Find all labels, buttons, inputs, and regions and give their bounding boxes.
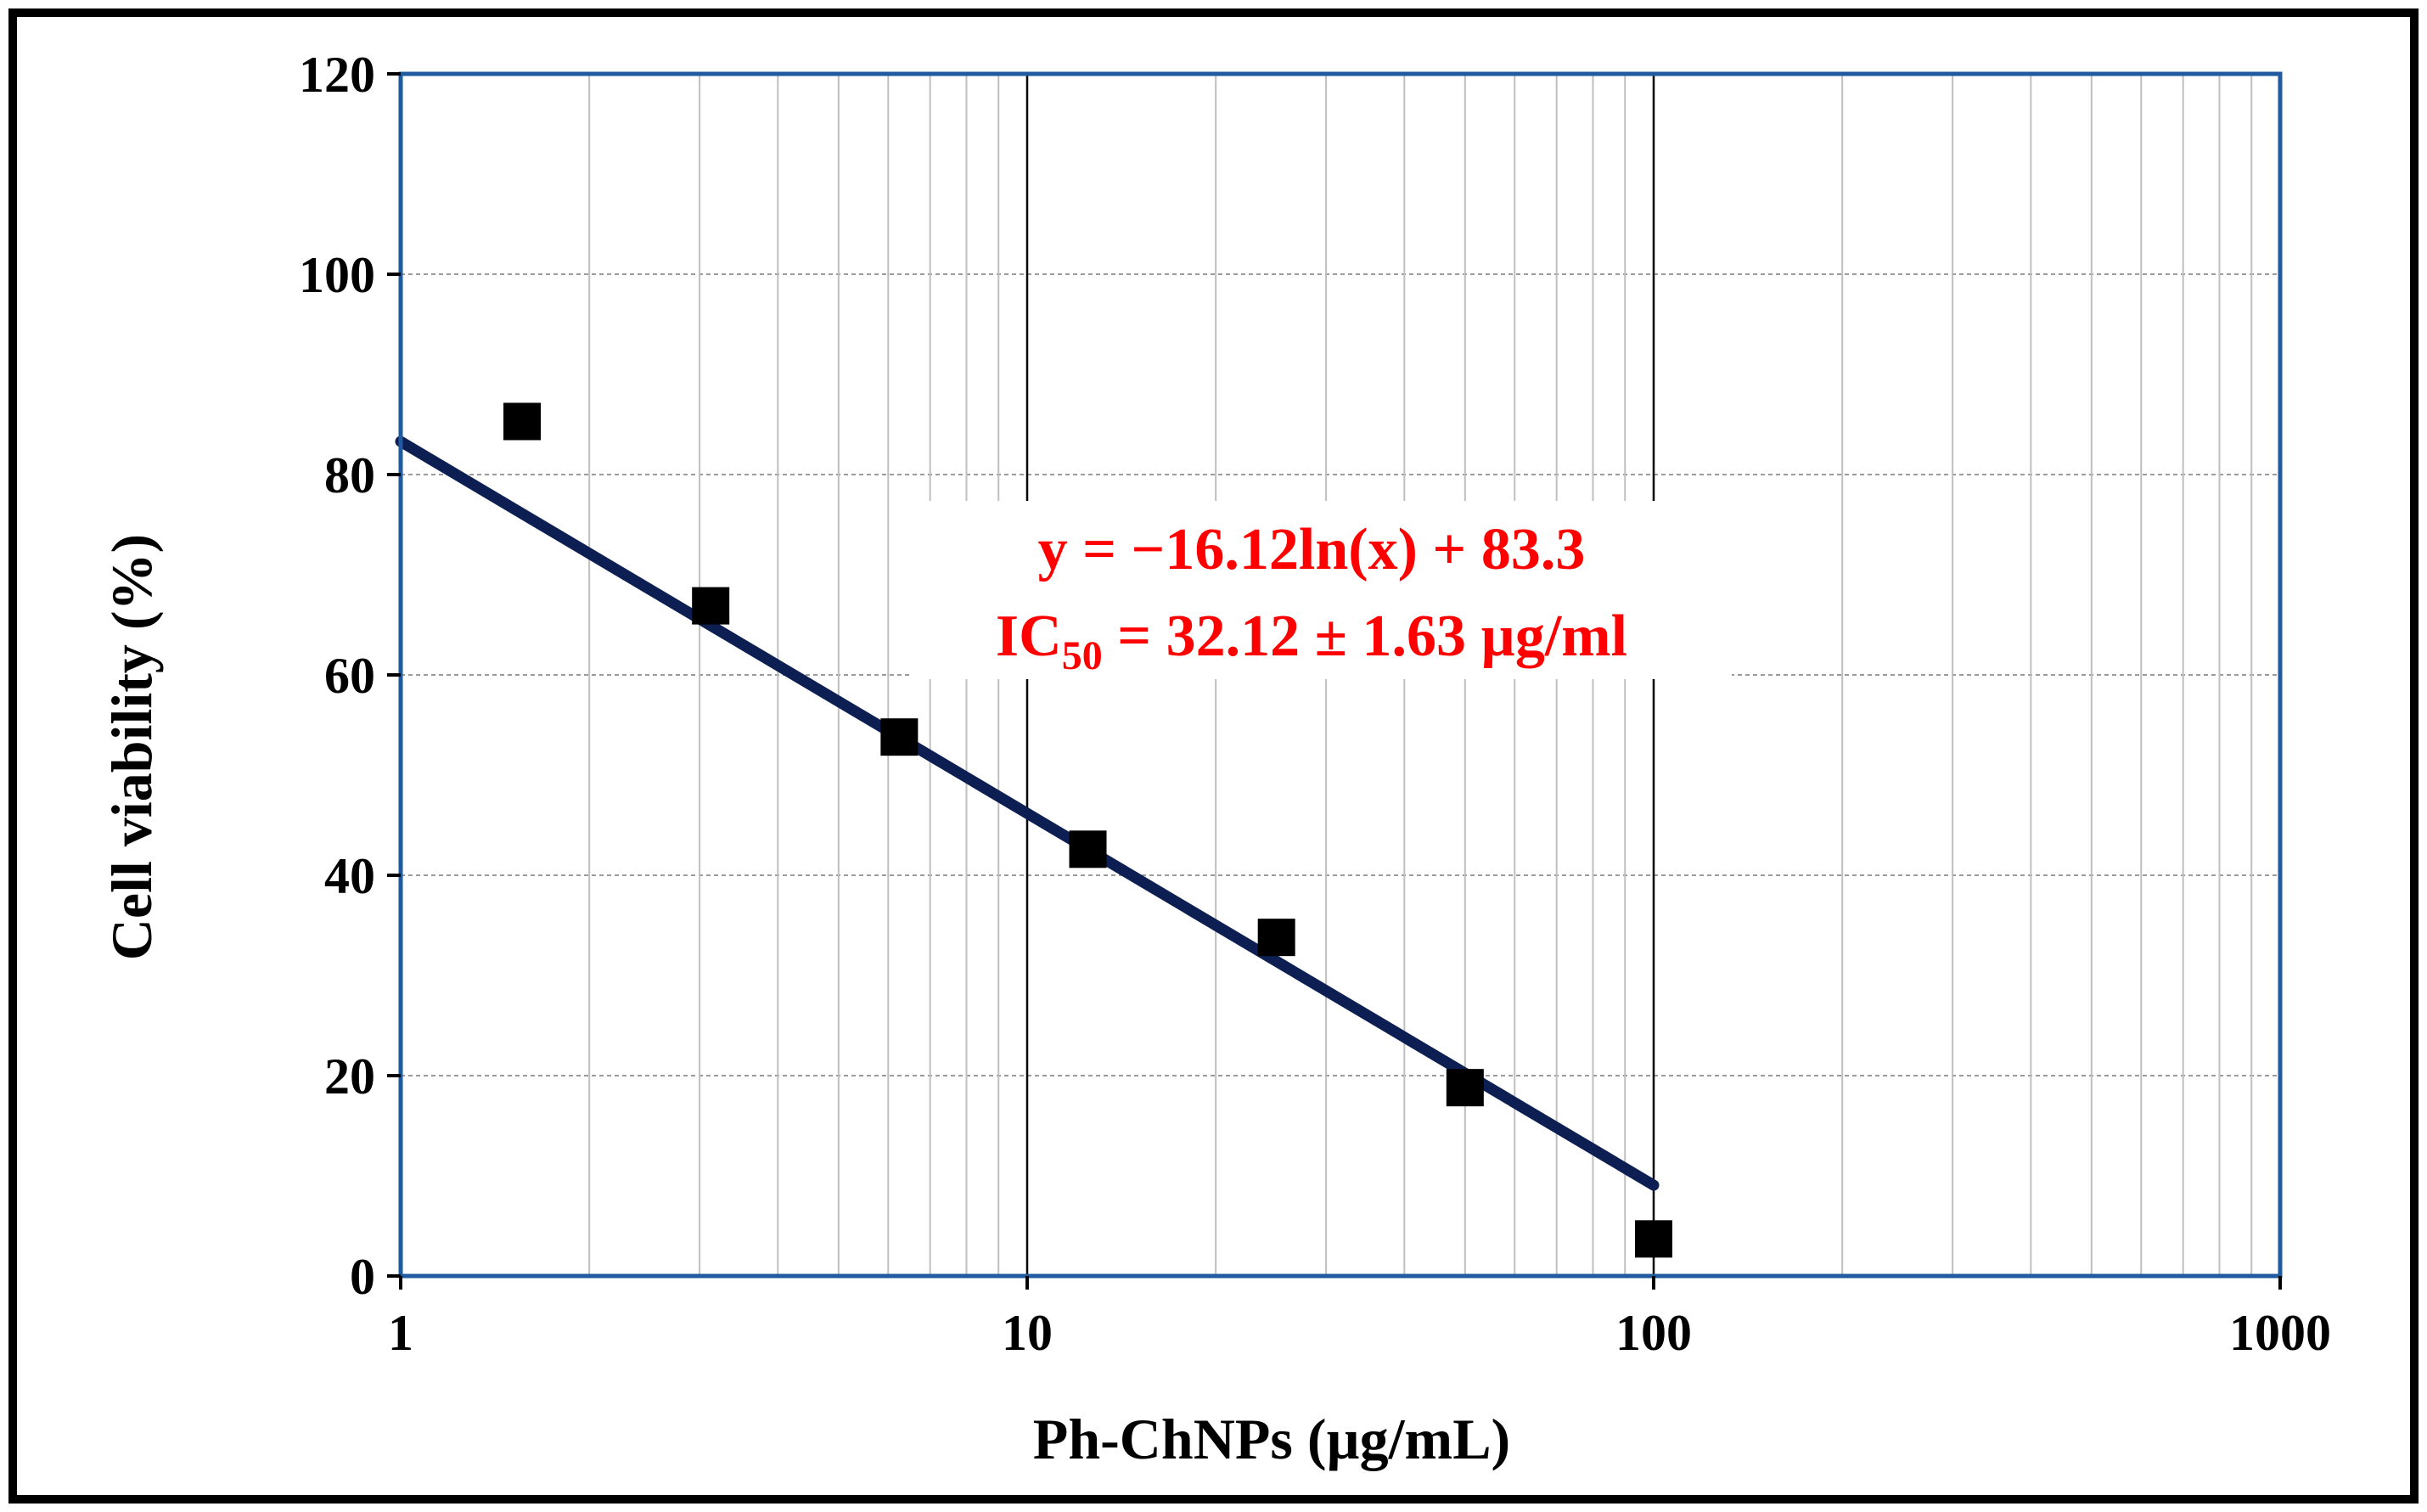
ic50-value: = 32.12 ± 1.63 µg/ml xyxy=(1103,604,1627,669)
y-axis-title: Cell viability (%) xyxy=(99,534,164,960)
y-tick-label: 20 xyxy=(324,1048,375,1104)
annotation-background xyxy=(913,501,1732,679)
y-tick-label: 80 xyxy=(324,447,375,503)
data-point xyxy=(880,718,919,756)
y-tick-label: 0 xyxy=(350,1249,375,1305)
trendline-group xyxy=(395,436,1660,1191)
y-tick-label: 40 xyxy=(324,848,375,904)
x-tick-label: 1000 xyxy=(2229,1305,2331,1361)
x-axis-title: Ph-ChNPs (µg/mL) xyxy=(1033,1407,1510,1471)
annotation: y = −16.12ln(x) + 83.3 IC50 = 32.12 ± 1.… xyxy=(913,501,1732,679)
ic50-subscript: 50 xyxy=(1062,633,1103,678)
y-tick-label: 100 xyxy=(299,247,375,303)
y-tick-label: 60 xyxy=(324,648,375,704)
y-tick-labels: 0 20 40 60 80 100 120 xyxy=(299,47,401,1305)
x-tick-label: 10 xyxy=(1002,1305,1053,1361)
x-tick-labels: 1 10 100 1000 xyxy=(388,1276,2331,1361)
y-tick-label: 120 xyxy=(299,47,375,103)
data-point xyxy=(1446,1069,1484,1107)
data-point xyxy=(692,587,730,625)
data-point xyxy=(503,402,542,441)
data-point xyxy=(1635,1220,1672,1258)
data-markers xyxy=(503,402,1672,1258)
trendline xyxy=(395,436,1660,1191)
outer-frame xyxy=(8,8,2419,1504)
data-point xyxy=(1257,919,1295,957)
ic50-label: IC50 = 32.12 ± 1.63 µg/ml xyxy=(996,604,1627,678)
x-tick-label: 100 xyxy=(1615,1305,1692,1361)
data-point xyxy=(1069,830,1107,868)
x-tick-label: 1 xyxy=(388,1305,413,1361)
trendline-equation: y = −16.12ln(x) + 83.3 xyxy=(1038,517,1586,582)
ic50-prefix: IC xyxy=(996,604,1062,669)
